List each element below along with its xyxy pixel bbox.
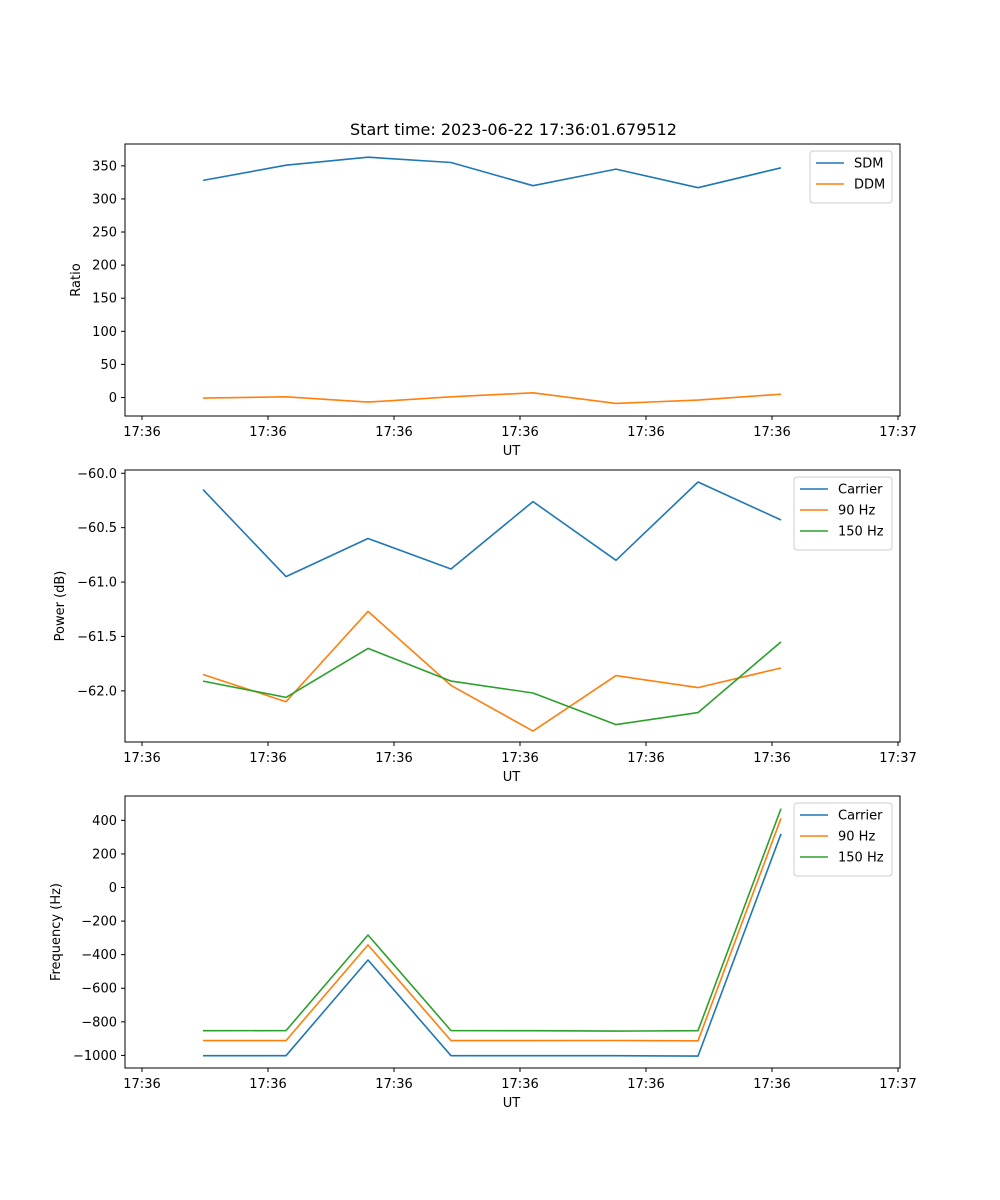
x-tick-label: 17:37 [879, 751, 916, 766]
x-tick-label: 17:36 [753, 751, 790, 766]
x-tick-label: 17:36 [501, 1077, 538, 1092]
y-tick-label: −600 [81, 982, 117, 997]
legend-label: SDM [854, 157, 883, 172]
series-line-sdm [202, 156, 782, 189]
x-tick-label: 17:36 [627, 1077, 664, 1092]
x-tick-label: 17:36 [249, 751, 286, 766]
plot-frame [124, 795, 901, 1069]
series-line-90-hz [203, 818, 782, 1042]
x-axis-label: UT [503, 1096, 521, 1111]
subplot-1: 17:36 17:36 17:36 17:36 17:36 17:36 17:37 0 50 10… [69, 120, 917, 459]
y-tick-label: 200 [92, 847, 117, 862]
y-tick-label: 50 [100, 358, 117, 373]
y-tick-label: −61.5 [77, 630, 117, 645]
legend-label: DDM [854, 178, 885, 193]
x-tick-label: 17:36 [501, 751, 538, 766]
x-axis-label: UT [503, 770, 521, 785]
series-line-150-hz [202, 641, 782, 726]
y-axis-label: Power (dB) [53, 571, 68, 642]
legend-label: 150 Hz [838, 525, 884, 540]
series-line-carrier [202, 481, 782, 578]
legend-label: Carrier [838, 483, 883, 498]
y-axis-label: Frequency (Hz) [49, 883, 64, 981]
x-tick-label: 17:36 [249, 1077, 286, 1092]
x-tick-label: 17:36 [123, 1077, 160, 1092]
legend: Carrier 90 Hz 150 Hz [793, 802, 893, 877]
x-axis-label: UT [503, 444, 521, 459]
y-tick-label: −200 [81, 915, 117, 930]
x-tick-label: 17:36 [753, 1077, 790, 1092]
x-tick-label: 17:36 [375, 1077, 412, 1092]
series-line-90-hz [202, 610, 782, 732]
plot-frame [124, 469, 901, 743]
y-tick-label: 350 [92, 159, 117, 174]
y-tick-label: 400 [92, 814, 117, 829]
legend: SDM DDM [809, 150, 893, 204]
y-axis-label: Ratio [69, 263, 84, 296]
y-tick-label: −60.5 [77, 521, 117, 536]
subplot-3: 17:36 17:36 17:36 17:36 17:36 17:36 17:37 −1000… [49, 795, 917, 1111]
legend-label: Carrier [838, 809, 883, 824]
x-tick-label: 17:36 [249, 425, 286, 440]
series-line-ddm [202, 391, 782, 405]
y-tick-label: −60.0 [77, 467, 117, 482]
y-tick-label: −61.0 [77, 576, 117, 591]
legend-box [809, 150, 893, 204]
x-tick-label: 17:36 [123, 751, 160, 766]
y-tick-label: 0 [109, 881, 117, 896]
x-tick-label: 17:36 [501, 425, 538, 440]
legend-label: 150 Hz [838, 851, 884, 866]
x-tick-label: 17:36 [375, 751, 412, 766]
y-tick-label: −62.0 [77, 684, 117, 699]
x-tick-label: 17:36 [627, 425, 664, 440]
subplot-2: 17:36 17:36 17:36 17:36 17:36 17:36 17:37 −62.0… [53, 467, 917, 785]
chart-title: Start time: 2023-06-22 17:36:01.679512 [350, 120, 677, 139]
x-tick-label: 17:36 [375, 425, 412, 440]
y-tick-label: −1000 [73, 1049, 117, 1064]
series-line-carrier [203, 833, 782, 1057]
y-tick-label: 150 [92, 292, 117, 307]
y-tick-label: 250 [92, 226, 117, 241]
legend: Carrier 90 Hz 150 Hz [793, 476, 893, 551]
legend-label: 90 Hz [838, 504, 875, 519]
x-tick-label: 17:36 [627, 751, 664, 766]
y-tick-label: 100 [92, 325, 117, 340]
x-tick-label: 17:36 [753, 425, 790, 440]
y-tick-label: −400 [81, 948, 117, 963]
y-tick-label: 0 [109, 391, 117, 406]
y-tick-label: −800 [81, 1015, 117, 1030]
x-tick-label: 17:37 [879, 425, 916, 440]
series-line-150-hz [202, 808, 782, 1032]
y-tick-label: 300 [92, 192, 117, 207]
legend-label: 90 Hz [838, 830, 875, 845]
x-tick-label: 17:36 [123, 425, 160, 440]
x-tick-label: 17:37 [879, 1077, 916, 1092]
plot-frame [124, 143, 901, 417]
y-tick-label: 200 [92, 259, 117, 274]
